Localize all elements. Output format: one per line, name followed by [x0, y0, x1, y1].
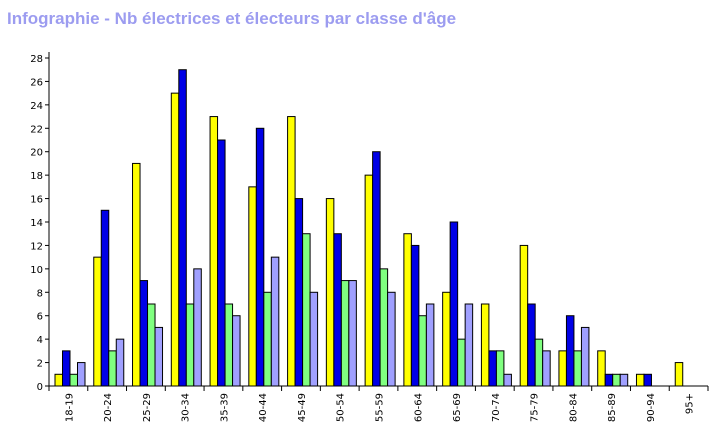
bar-40-44-s3 [263, 291, 272, 387]
bar-85-89-s2 [604, 373, 614, 387]
y-tick-label: 28 [30, 54, 43, 65]
bar-25-29-s1 [132, 162, 141, 387]
bar-90-94-s1 [635, 373, 645, 387]
y-tick-label: 4 [37, 335, 43, 346]
bar-25-29-s2 [139, 280, 149, 387]
bar-55-59-s2 [372, 151, 381, 387]
bar-30-34-s1 [170, 92, 180, 387]
bar-40-44-s2 [255, 127, 265, 387]
bar-45-49-s2 [294, 198, 304, 387]
x-tick-label: 70-74 [491, 393, 502, 422]
bar-65-69-s2 [449, 221, 459, 387]
x-tick-label: 20-24 [103, 393, 114, 422]
y-tick-label: 2 [37, 359, 43, 370]
bar-85-89-s4 [619, 373, 629, 387]
x-tick-label: 55-59 [375, 393, 386, 422]
chart-title: Infographie - Nb électrices et électeurs… [7, 9, 457, 28]
bar-20-24-s4 [115, 338, 125, 387]
bar-65-69-s4 [464, 303, 474, 387]
bar-55-59-s3 [379, 268, 389, 387]
bar-65-69-s1 [442, 291, 451, 387]
bar-50-54-s3 [340, 280, 350, 387]
bar-80-84-s3 [573, 350, 582, 387]
x-tick-label: 80-84 [568, 393, 579, 422]
y-tick-label: 14 [30, 218, 43, 229]
bar-50-54-s2 [333, 233, 342, 387]
y-tick-label: 24 [30, 101, 43, 112]
y-tick-label: 6 [37, 312, 43, 323]
bar-75-79-s1 [519, 244, 529, 387]
bar-35-39-s3 [224, 303, 234, 387]
bar-45-49-s3 [302, 233, 311, 387]
bar-35-39-s4 [232, 315, 241, 387]
bar-85-89-s1 [597, 350, 606, 387]
bar-30-34-s2 [178, 69, 187, 387]
bar-70-74-s1 [480, 303, 490, 387]
bar-20-24-s1 [93, 256, 102, 387]
bar-20-24-s2 [100, 209, 110, 387]
bar-70-74-s3 [495, 350, 505, 387]
bar-35-39-s2 [217, 139, 226, 387]
bar-85-89-s3 [612, 373, 621, 387]
y-tick-label: 16 [30, 195, 43, 206]
y-tick-label: 22 [30, 124, 43, 135]
bar-80-84-s4 [580, 326, 590, 387]
bar-70-74-s2 [488, 350, 497, 387]
bar-75-79-s4 [542, 350, 551, 387]
y-tick-label: 12 [30, 241, 43, 252]
bar-60-64-s4 [425, 303, 435, 387]
y-tick-label: 18 [30, 171, 43, 182]
bar-45-49-s1 [287, 116, 296, 387]
bar-35-39-s1 [209, 116, 219, 387]
x-tick-label: 45-49 [297, 393, 308, 422]
y-tick-label: 20 [30, 148, 43, 159]
bar-18-19-s3 [69, 373, 78, 387]
bar-45-49-s4 [309, 291, 319, 387]
x-tick-label: 85-89 [607, 393, 618, 422]
bar-60-64-s1 [403, 233, 412, 387]
bar-65-69-s3 [457, 338, 466, 387]
bar-60-64-s3 [418, 315, 427, 387]
x-tick-label: 30-34 [181, 393, 192, 422]
x-tick-label: 50-54 [336, 393, 347, 422]
bar-18-19-s2 [62, 350, 71, 387]
bar-40-44-s4 [270, 256, 280, 387]
x-tick-label: 35-39 [219, 393, 230, 422]
bar-30-34-s3 [185, 303, 195, 387]
x-tick-label: 75-79 [530, 393, 541, 422]
x-tick-label: 90-94 [646, 393, 657, 422]
x-tick-label: 60-64 [413, 393, 424, 422]
bar-55-59-s4 [387, 291, 396, 387]
bar-75-79-s2 [527, 303, 536, 387]
x-tick-label: 18-19 [64, 393, 75, 422]
bar-60-64-s2 [410, 244, 420, 387]
bar-50-54-s1 [325, 198, 335, 387]
bar-30-34-s4 [193, 268, 202, 387]
bar-80-84-s2 [565, 315, 575, 387]
bar-25-29-s4 [154, 326, 164, 387]
bar-18-19-s1 [54, 373, 63, 387]
bar-90-94-s2 [643, 373, 652, 387]
x-tick-label: 40-44 [258, 393, 269, 422]
y-tick-label: 26 [30, 77, 43, 88]
x-tick-label: 65-69 [452, 393, 463, 422]
x-tick-label: 25-29 [142, 393, 153, 422]
bar-70-74-s4 [503, 373, 512, 387]
bar-20-24-s3 [108, 350, 117, 387]
y-tick-label: 10 [30, 265, 43, 276]
bar-40-44-s1 [248, 186, 257, 387]
bar-18-19-s4 [77, 362, 86, 387]
bar-80-84-s1 [558, 350, 567, 387]
y-tick-label: 8 [37, 288, 43, 299]
x-tick-label: 95+ [685, 393, 696, 414]
bar-50-54-s4 [348, 280, 357, 387]
y-tick-label: 0 [37, 382, 43, 393]
bar-75-79-s3 [534, 338, 544, 387]
bar-95+-s1 [674, 362, 684, 387]
bar-25-29-s3 [147, 303, 156, 387]
bar-55-59-s1 [364, 174, 374, 387]
